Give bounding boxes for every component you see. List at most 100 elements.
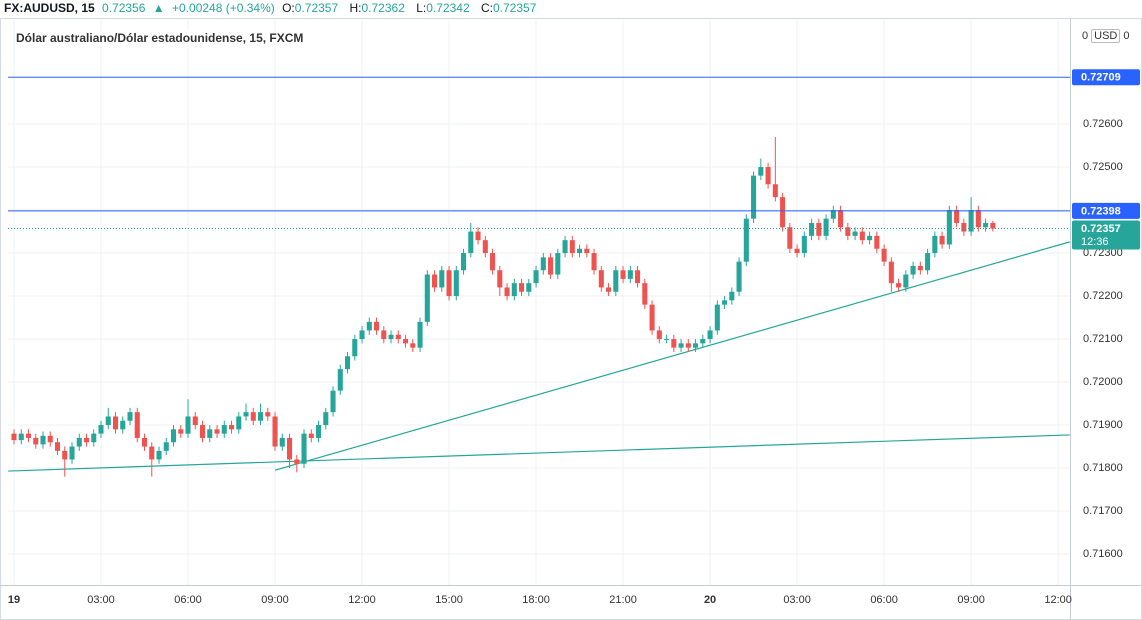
candle-body: [562, 240, 568, 254]
label: H:: [349, 1, 362, 15]
candle-body: [548, 257, 554, 275]
candle-body: [120, 420, 126, 430]
candle-body: [867, 235, 873, 241]
value: 0.72357: [294, 1, 339, 15]
candle-body: [308, 433, 314, 438]
candle-body: [156, 450, 162, 460]
candle-body: [787, 227, 793, 249]
candle-body: [490, 253, 496, 271]
y-tick-label: 0.71700: [1083, 505, 1123, 517]
candle-body: [25, 433, 32, 438]
candle-body: [214, 429, 220, 434]
candle-body: [685, 343, 691, 348]
candle-body: [569, 240, 575, 254]
candle-body: [903, 274, 909, 288]
badge-suffix: 0: [1123, 30, 1130, 42]
x-tick-label: 19: [8, 594, 20, 606]
symbol: FX:AUDUSD, 15: [4, 1, 95, 15]
candle-body: [816, 222, 822, 236]
candle-body: [888, 261, 894, 284]
countdown: 12:36: [1081, 236, 1109, 248]
candle-body: [910, 265, 916, 275]
candle-body: [809, 222, 815, 236]
level-label: 0.72398: [1081, 205, 1121, 217]
candle-body: [352, 339, 358, 357]
candle-body: [598, 270, 604, 288]
candle-body: [272, 416, 278, 447]
candle-body: [990, 222, 996, 229]
candle-body: [33, 437, 39, 445]
candle-body: [76, 437, 82, 447]
ohlc-high: H:0.72362: [350, 1, 409, 15]
plot-frame: [0, 18, 1142, 620]
candle-body: [192, 416, 198, 426]
candle-body: [707, 330, 713, 340]
currency[interactable]: USD: [1091, 29, 1121, 43]
candle-body: [11, 433, 17, 441]
candle-body: [772, 184, 778, 198]
candle-body: [381, 330, 387, 340]
change: +0.00248 (+0.34%): [172, 1, 275, 15]
x-tick-label: 06:00: [870, 594, 898, 606]
currency-badge[interactable]: 0 USD 0: [1082, 29, 1130, 43]
candle-body: [475, 231, 481, 241]
candle-body: [54, 442, 61, 451]
candle-body: [896, 283, 902, 288]
level-label: 0.72709: [1081, 72, 1121, 84]
x-tick-label: 12:00: [348, 594, 376, 606]
candle-body: [461, 253, 467, 271]
candle-body: [330, 390, 336, 413]
candle-body: [678, 343, 684, 348]
candle-body: [584, 248, 590, 254]
candle-body: [403, 339, 409, 344]
candle-body: [874, 235, 880, 249]
candle-body: [606, 287, 612, 292]
ohlc-low: L:0.72342: [416, 1, 473, 15]
candle-body: [112, 416, 119, 430]
candle-body: [859, 231, 865, 241]
candle-body: [743, 218, 749, 262]
x-tick-label: 12:00: [1044, 594, 1072, 606]
candle-body: [540, 257, 546, 271]
candle-body: [432, 274, 438, 288]
last-price: 0.72356: [102, 1, 146, 15]
candle-body: [98, 425, 104, 434]
candle-body: [446, 270, 452, 297]
x-tick-label: 03:00: [783, 594, 811, 606]
candle-body: [823, 218, 829, 236]
candle-body: [881, 248, 887, 262]
candle-body: [577, 248, 583, 254]
candle-body: [127, 412, 133, 421]
candle-body: [265, 412, 271, 417]
chart-subtitle: Dólar australiano/Dólar estadounidense, …: [16, 31, 304, 45]
candle-body: [236, 416, 242, 430]
candle-body: [613, 270, 619, 292]
x-tick-label: 15:00: [435, 594, 463, 606]
candle-body: [852, 231, 858, 236]
candle-body: [526, 283, 532, 292]
candle-body: [323, 412, 329, 426]
trend-line: [8, 434, 1070, 472]
value: 0.72342: [426, 1, 470, 15]
label: O:: [282, 1, 295, 15]
candle-body: [141, 437, 148, 447]
x-tick-label: 20: [704, 594, 716, 606]
current-price-label: 0.72357: [1081, 223, 1121, 235]
candle-body: [664, 339, 670, 341]
candle-body: [388, 334, 394, 340]
candle-body: [801, 235, 807, 254]
candle-body: [961, 222, 967, 232]
x-tick-label: 18:00: [522, 594, 550, 606]
candle-body: [620, 270, 626, 279]
candle-body: [700, 339, 706, 344]
candle-body: [424, 274, 430, 322]
y-tick-label: 0.72600: [1083, 118, 1123, 130]
candle-body: [134, 412, 140, 438]
candle-body: [18, 433, 24, 441]
candle-body: [228, 425, 235, 430]
candle-body: [671, 339, 677, 348]
y-tick-label: 0.71900: [1083, 419, 1123, 431]
candle-body: [504, 287, 510, 297]
candle-body: [207, 429, 213, 438]
